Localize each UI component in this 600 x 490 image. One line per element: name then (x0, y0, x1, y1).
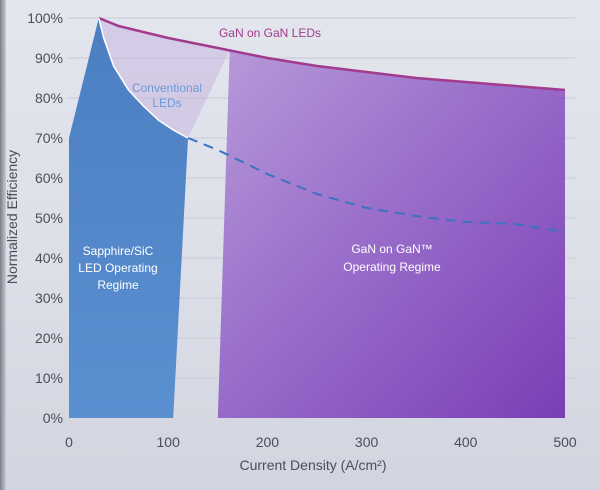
conventional-label-line2: LEDs (152, 96, 181, 110)
y-axis-ticks: 0% 10% 20% 30% 40% 50% 60% 70% 80% 90% 100% (27, 10, 63, 426)
y-tick-label-0: 0% (43, 410, 63, 426)
sapphire-region (69, 18, 189, 418)
y-tick-label-3: 30% (35, 290, 63, 306)
screen-edge (0, 0, 6, 490)
x-tick-label-2: 200 (256, 434, 280, 450)
operating-regions (69, 18, 566, 419)
y-tick-label-6: 60% (35, 170, 63, 186)
y-tick-label-7: 70% (35, 130, 63, 146)
x-axis-title: Current Density (A/cm²) (239, 457, 386, 473)
gan-region (217, 50, 566, 419)
y-tick-label-2: 20% (35, 330, 63, 346)
sapphire-label-line1: Sapphire/SiC (83, 244, 154, 258)
sapphire-label-line3: Regime (97, 278, 139, 292)
x-tick-label-5: 500 (553, 434, 577, 450)
x-axis-ticks: 0 100 200 300 400 500 (65, 434, 577, 450)
y-tick-label-10: 100% (27, 10, 63, 26)
sapphire-label-line2: LED Operating (78, 261, 157, 275)
y-tick-label-8: 80% (35, 90, 63, 106)
y-tick-label-9: 90% (35, 50, 63, 66)
data-lines (98, 16, 566, 233)
series-line-2 (187, 137, 566, 233)
series-line-0 (98, 16, 566, 92)
y-tick-label-1: 10% (35, 370, 63, 386)
gan-region-label-line1: GaN on GaN™ (351, 242, 432, 256)
upper-wash-region (98, 18, 230, 138)
gan-region-label-line2: Operating Regime (343, 260, 441, 274)
y-tick-label-5: 50% (35, 210, 63, 226)
x-tick-label-1: 100 (157, 434, 181, 450)
series-line-1 (98, 17, 189, 139)
gan-curve-label: GaN on GaN LEDs (219, 26, 321, 40)
y-axis-title: Normalized Efficiency (4, 150, 20, 284)
y-tick-label-4: 40% (35, 250, 63, 266)
x-tick-label-0: 0 (65, 434, 73, 450)
conventional-label-line1: Conventional (132, 81, 202, 95)
x-tick-label-3: 300 (355, 434, 379, 450)
x-tick-label-4: 400 (454, 434, 478, 450)
